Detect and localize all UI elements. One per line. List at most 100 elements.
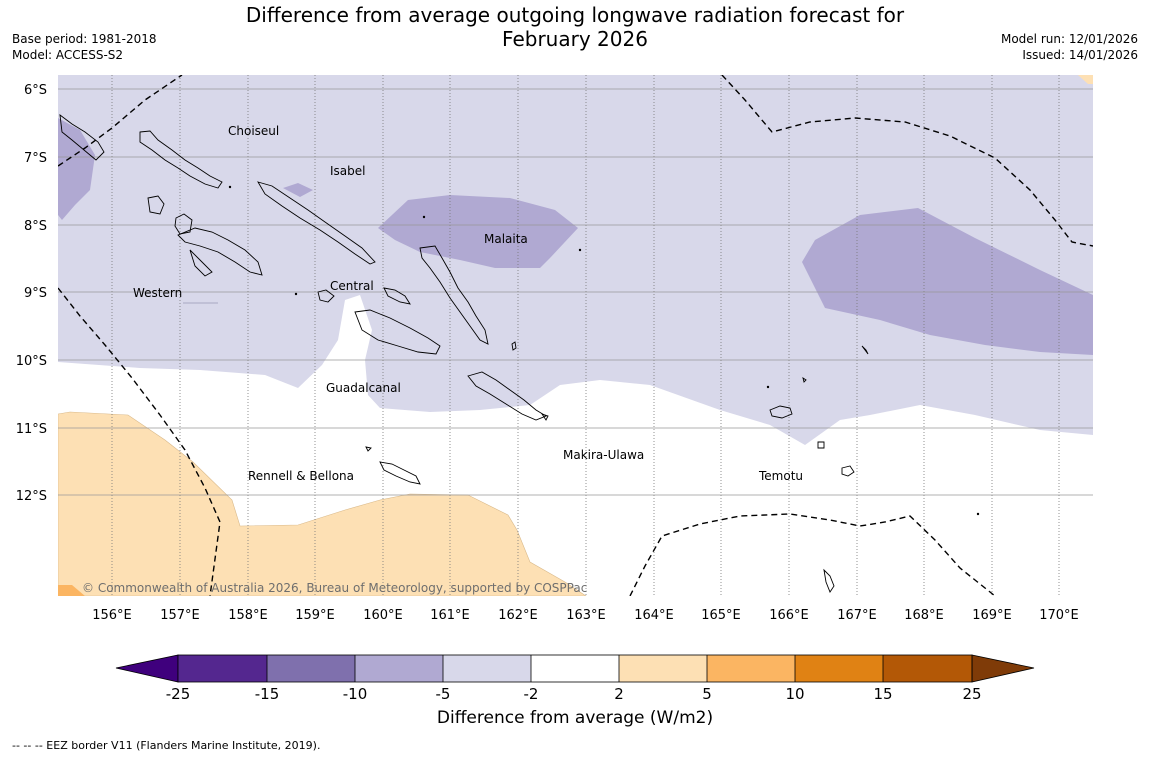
anomaly-zone-east [802,208,1093,355]
anomaly-zone-minus5 [58,75,1093,445]
chart-title: Difference from average outgoing longwav… [200,3,950,51]
lon-label-161e: 161°E [430,608,470,623]
anomaly-zone-plus5 [58,585,85,596]
island-guadalcanal [354,309,441,355]
eez-border-west [58,287,221,596]
island-dots [228,185,980,516]
island-choiseul [139,130,223,189]
lon-label-169e: 169°E [972,608,1012,623]
colorbar-segment-7 [707,655,795,682]
colorbar-tick-10: 10 [785,685,804,703]
colorbar-extend-high [971,654,1035,683]
lon-label-160e: 160°E [363,608,403,623]
island-bellona [365,446,372,452]
lat-label-10s: 10°S [16,354,47,369]
colorbar-segment-2 [267,655,355,682]
island-dot-4 [578,248,582,252]
issued-date: Issued: 14/01/2026 [1022,48,1138,62]
region-label-central: Central [330,279,374,293]
model-run: Model run: 12/01/2026 [1000,32,1138,46]
colorbar-tick-minus2: -2 [524,685,539,703]
lon-label-163e: 163°E [566,608,606,623]
eez-border-north [58,75,183,167]
island-ulawa [540,413,549,421]
island-malaita [419,245,489,345]
lon-label-168e: 168°E [904,608,944,623]
colorbar-segment-5 [531,655,619,682]
colorbar-label: Difference from average (W/m2) [436,708,714,728]
colorbar-extend-low [115,654,179,683]
eez-borders [58,75,1093,596]
anomaly-zone-west [58,118,95,220]
island-rennell [379,461,421,485]
colorbar-tick-2: 2 [614,685,624,703]
island-anuta [823,568,835,593]
colorbar-tick-minus10: -10 [343,685,368,703]
island-vanikoro [841,465,855,477]
colorbar-segment-3 [355,655,443,682]
anomaly-zone-plus2 [58,411,587,596]
lon-label-159e: 159°E [295,608,335,623]
region-label-choiseul: Choiseul [228,124,279,138]
lon-label-162e: 162°E [498,608,538,623]
island-western-1 [59,114,105,161]
colorbar-segment-9 [883,655,972,682]
colorbar-tick-minus15: -15 [255,685,280,703]
model-name: Model: ACCESS-S2 [12,48,124,62]
colorbar-tick-5: 5 [702,685,712,703]
colorbar-segment-1 [178,655,267,682]
title-line-1: Difference from average outgoing longwav… [245,3,905,27]
map-area: © Commonwealth of Australia 2026, Bureau… [58,75,1093,596]
island-isabel [257,181,376,265]
lon-label-164e: 164°E [634,608,674,623]
lon-label-156e: 156°E [92,608,132,623]
latitude-labels: 6°S 7°S 8°S 9°S 10°S 11°S 12°S [16,83,47,504]
island-nendo-2 [817,441,825,449]
region-labels: Choiseul Isabel Malaita Western Central … [133,124,803,483]
colorbar: -25 -15 -10 -5 -2 2 5 10 15 25 [115,654,1035,703]
region-label-western: Western [133,286,182,300]
lat-label-8s: 8°S [24,219,47,234]
island-duff [861,345,869,355]
island-dot-3 [976,512,980,516]
eez-footnote: -- -- -- EEZ border V11 (Flanders Marine… [12,739,321,752]
island-reef [511,341,517,351]
island-dot-5 [422,215,426,219]
region-label-makira-ulawa: Makira-Ulawa [563,448,644,462]
colorbar-tick-15: 15 [873,685,892,703]
island-western-3 [189,249,213,277]
latitude-gridlines [58,88,1093,496]
colorbar-frame [177,654,973,683]
copyright-notice: © Commonwealth of Australia 2026, Bureau… [82,581,587,595]
eez-border-northeast [721,75,1093,247]
colorbar-tick-25: 25 [962,685,981,703]
island-western-2 [177,227,263,276]
island-kolombangara [174,213,193,235]
title-line-2: February 2026 [502,27,648,51]
lon-label-165e: 165°E [701,608,741,623]
island-tikopia [802,376,807,383]
lon-label-170e: 170°E [1039,608,1079,623]
base-period: Base period: 1981-2018 [12,32,157,46]
island-dot-1 [294,292,298,296]
region-label-malaita: Malaita [484,232,528,246]
eez-border-south [629,513,996,596]
colorbar-segment-6 [619,655,707,682]
colorbar-dividers [266,655,884,682]
meta-right: Model run: 12/01/2026 Issued: 14/01/2026 [1001,31,1138,63]
island-outlines [59,114,869,593]
meta-left: Base period: 1981-2018 Model: ACCESS-S2 [12,31,157,63]
longitude-labels: 156°E 157°E 158°E 159°E 160°E 161°E 162°… [92,608,1079,623]
lat-label-11s: 11°S [16,422,47,437]
anomaly-zone-isabel [283,183,313,197]
lat-label-7s: 7°S [24,151,47,166]
island-makira [467,371,548,421]
colorbar-tick-minus5: -5 [436,685,451,703]
lat-label-9s: 9°S [24,286,47,301]
lon-label-166e: 166°E [769,608,809,623]
region-label-isabel: Isabel [330,164,365,178]
island-santa-cruz [769,405,793,419]
island-florida-2 [383,287,411,305]
anomaly-zone-plus2-ne [1078,75,1093,84]
